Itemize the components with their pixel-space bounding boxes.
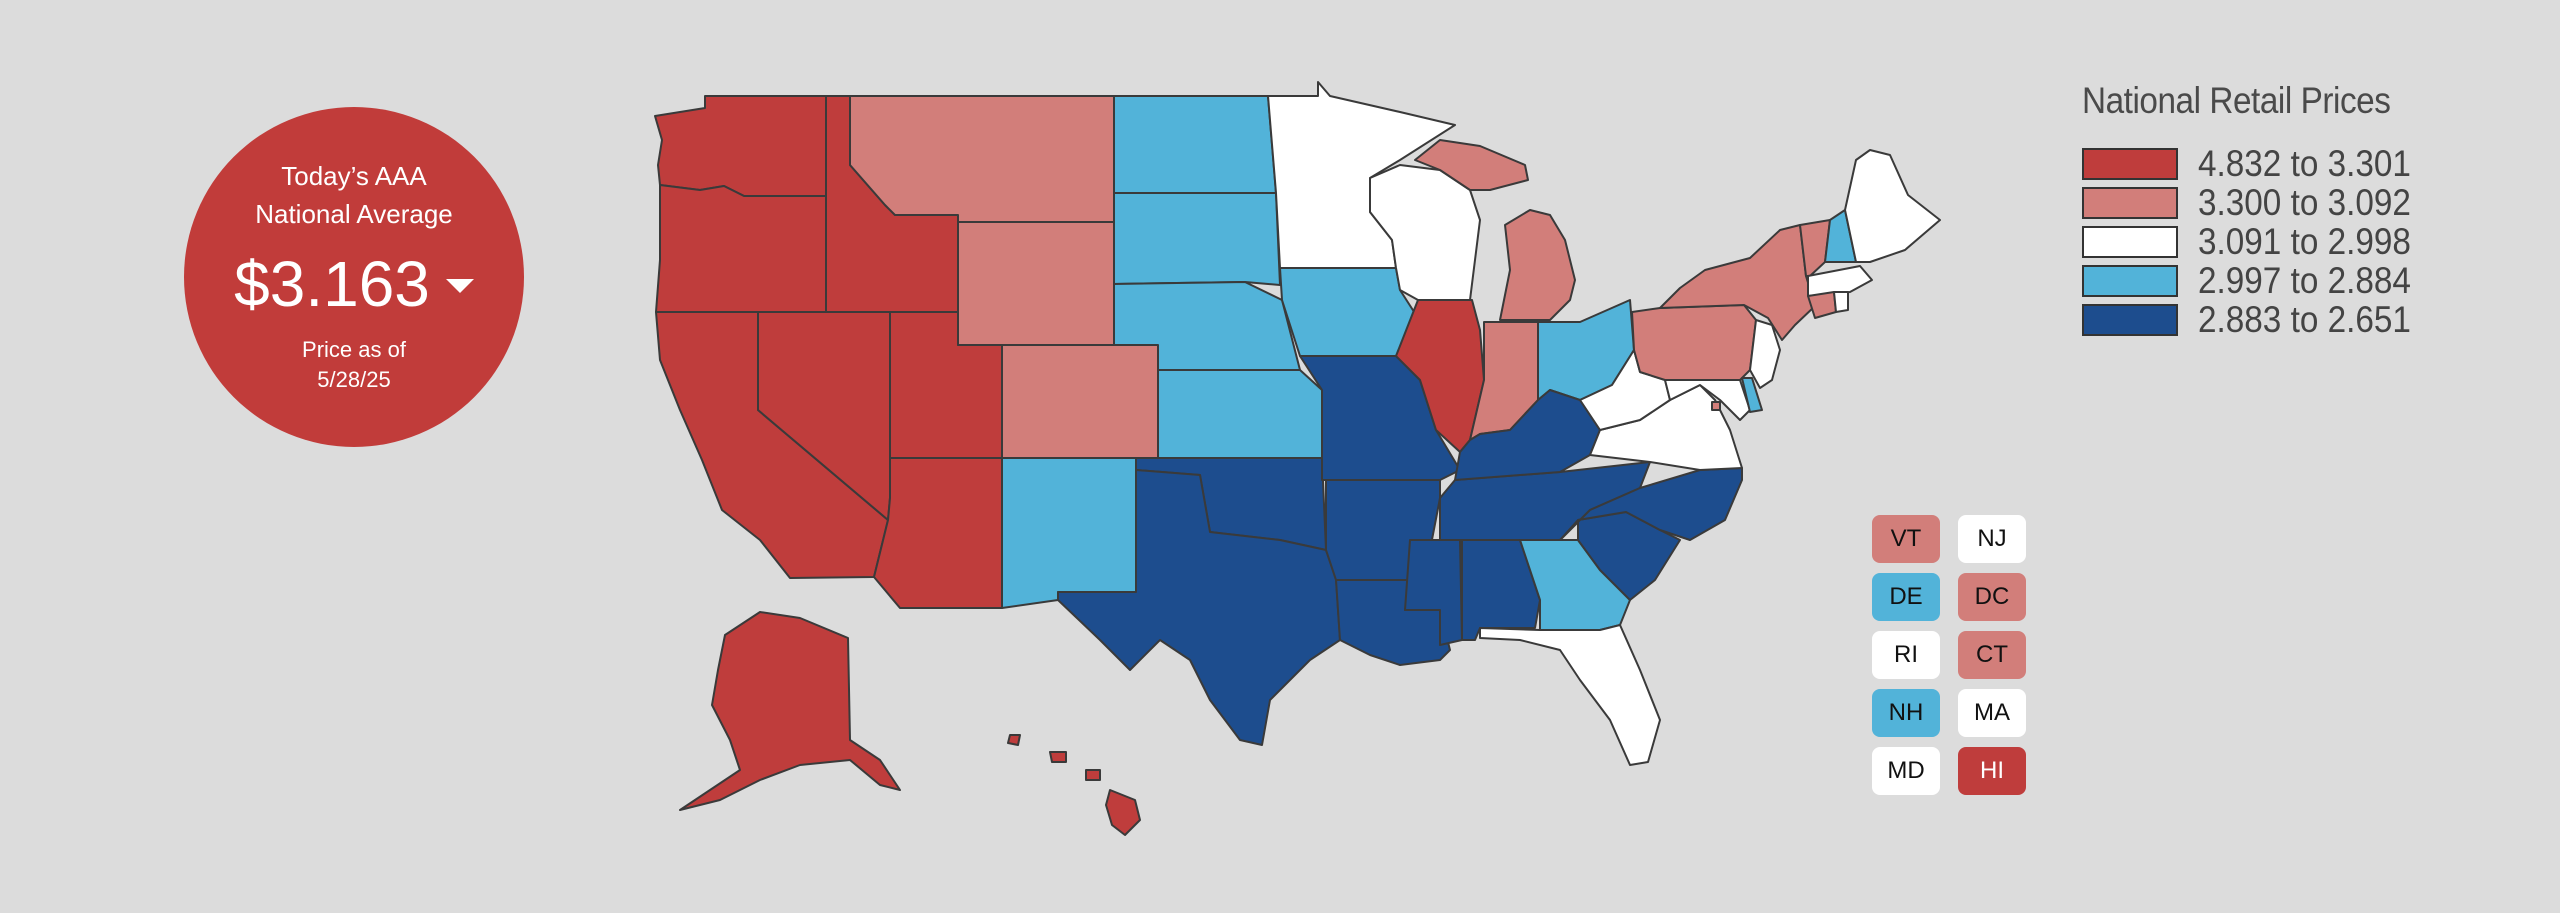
legend-label: 3.091 to 2.998: [2198, 220, 2411, 262]
state-chip-ma[interactable]: MA: [1958, 689, 2026, 737]
state-chip-md[interactable]: MD: [1872, 747, 1940, 795]
state-HI[interactable]: [1007, 734, 1141, 836]
state-NJ[interactable]: [1749, 319, 1781, 389]
legend-label: 2.883 to 2.651: [2198, 298, 2411, 340]
state-chip-dc[interactable]: DC: [1958, 573, 2026, 621]
state-chip-vt[interactable]: VT: [1872, 515, 1940, 563]
state-SD[interactable]: [1113, 192, 1281, 286]
state-AZ[interactable]: [873, 457, 1003, 609]
average-title-line2: National Average: [255, 199, 453, 229]
state-ND[interactable]: [1113, 95, 1277, 194]
state-chip-nh[interactable]: NH: [1872, 689, 1940, 737]
legend-item: 4.832 to 3.301: [2082, 142, 2435, 184]
price-date-line1: Price as of: [302, 337, 406, 362]
legend-label: 4.832 to 3.301: [2198, 142, 2411, 184]
price-date-line2: 5/28/25: [317, 367, 391, 392]
price-date: Price as of 5/28/25: [184, 335, 524, 395]
average-title-line1: Today’s AAA: [281, 161, 427, 191]
average-price-row: $3.163: [184, 249, 524, 319]
legend-label: 2.997 to 2.884: [2198, 259, 2411, 301]
legend-swatch: [2082, 225, 2178, 258]
state-MA[interactable]: [1807, 265, 1873, 297]
state-ME[interactable]: [1844, 149, 1941, 263]
average-title: Today’s AAA National Average: [184, 157, 524, 233]
state-IA[interactable]: [1279, 267, 1419, 357]
caret-down-icon: [445, 279, 474, 293]
state-MD[interactable]: [1664, 379, 1751, 421]
legend-item: 3.300 to 3.092: [2082, 181, 2435, 223]
legend-item: 2.997 to 2.884: [2082, 259, 2435, 301]
state-CO[interactable]: [1001, 344, 1159, 459]
state-NM[interactable]: [1001, 457, 1137, 609]
state-DC[interactable]: [1711, 401, 1721, 411]
legend-swatch: [2082, 186, 2178, 219]
state-chip-ct[interactable]: CT: [1958, 631, 2026, 679]
legend-title: National Retail Prices: [2082, 80, 2391, 121]
state-WA[interactable]: [654, 95, 827, 197]
state-MT[interactable]: [849, 95, 1115, 223]
state-WY[interactable]: [957, 221, 1115, 346]
legend-swatch: [2082, 147, 2178, 180]
state-TX[interactable]: [1057, 469, 1341, 746]
state-chip-ri[interactable]: RI: [1872, 631, 1940, 679]
state-chip-de[interactable]: DE: [1872, 573, 1940, 621]
state-chip-hi[interactable]: HI: [1958, 747, 2026, 795]
state-KS[interactable]: [1157, 369, 1323, 459]
state-OR[interactable]: [655, 184, 827, 313]
state-RI[interactable]: [1833, 291, 1849, 313]
state-DE[interactable]: [1741, 377, 1763, 413]
legend-label: 3.300 to 3.092: [2198, 181, 2411, 223]
state-PA[interactable]: [1631, 304, 1757, 381]
state-MI[interactable]: [1414, 139, 1576, 321]
state-FL[interactable]: [1479, 624, 1661, 766]
legend-swatch: [2082, 264, 2178, 297]
state-chip-nj[interactable]: NJ: [1958, 515, 2026, 563]
state-VT[interactable]: [1799, 219, 1831, 277]
average-price: $3.163: [234, 248, 430, 320]
legend-item: 2.883 to 2.651: [2082, 298, 2435, 340]
state-KY[interactable]: [1454, 389, 1601, 481]
state-CT[interactable]: [1807, 291, 1837, 319]
state-AK[interactable]: [679, 611, 901, 811]
legend-swatch: [2082, 303, 2178, 336]
national-average-badge: Today’s AAA National Average $3.163 Pric…: [184, 107, 524, 447]
state-NC[interactable]: [1559, 467, 1743, 541]
legend: National Retail Prices 4.832 to 3.301 3.…: [2082, 80, 2435, 340]
legend-item: 3.091 to 2.998: [2082, 220, 2435, 262]
